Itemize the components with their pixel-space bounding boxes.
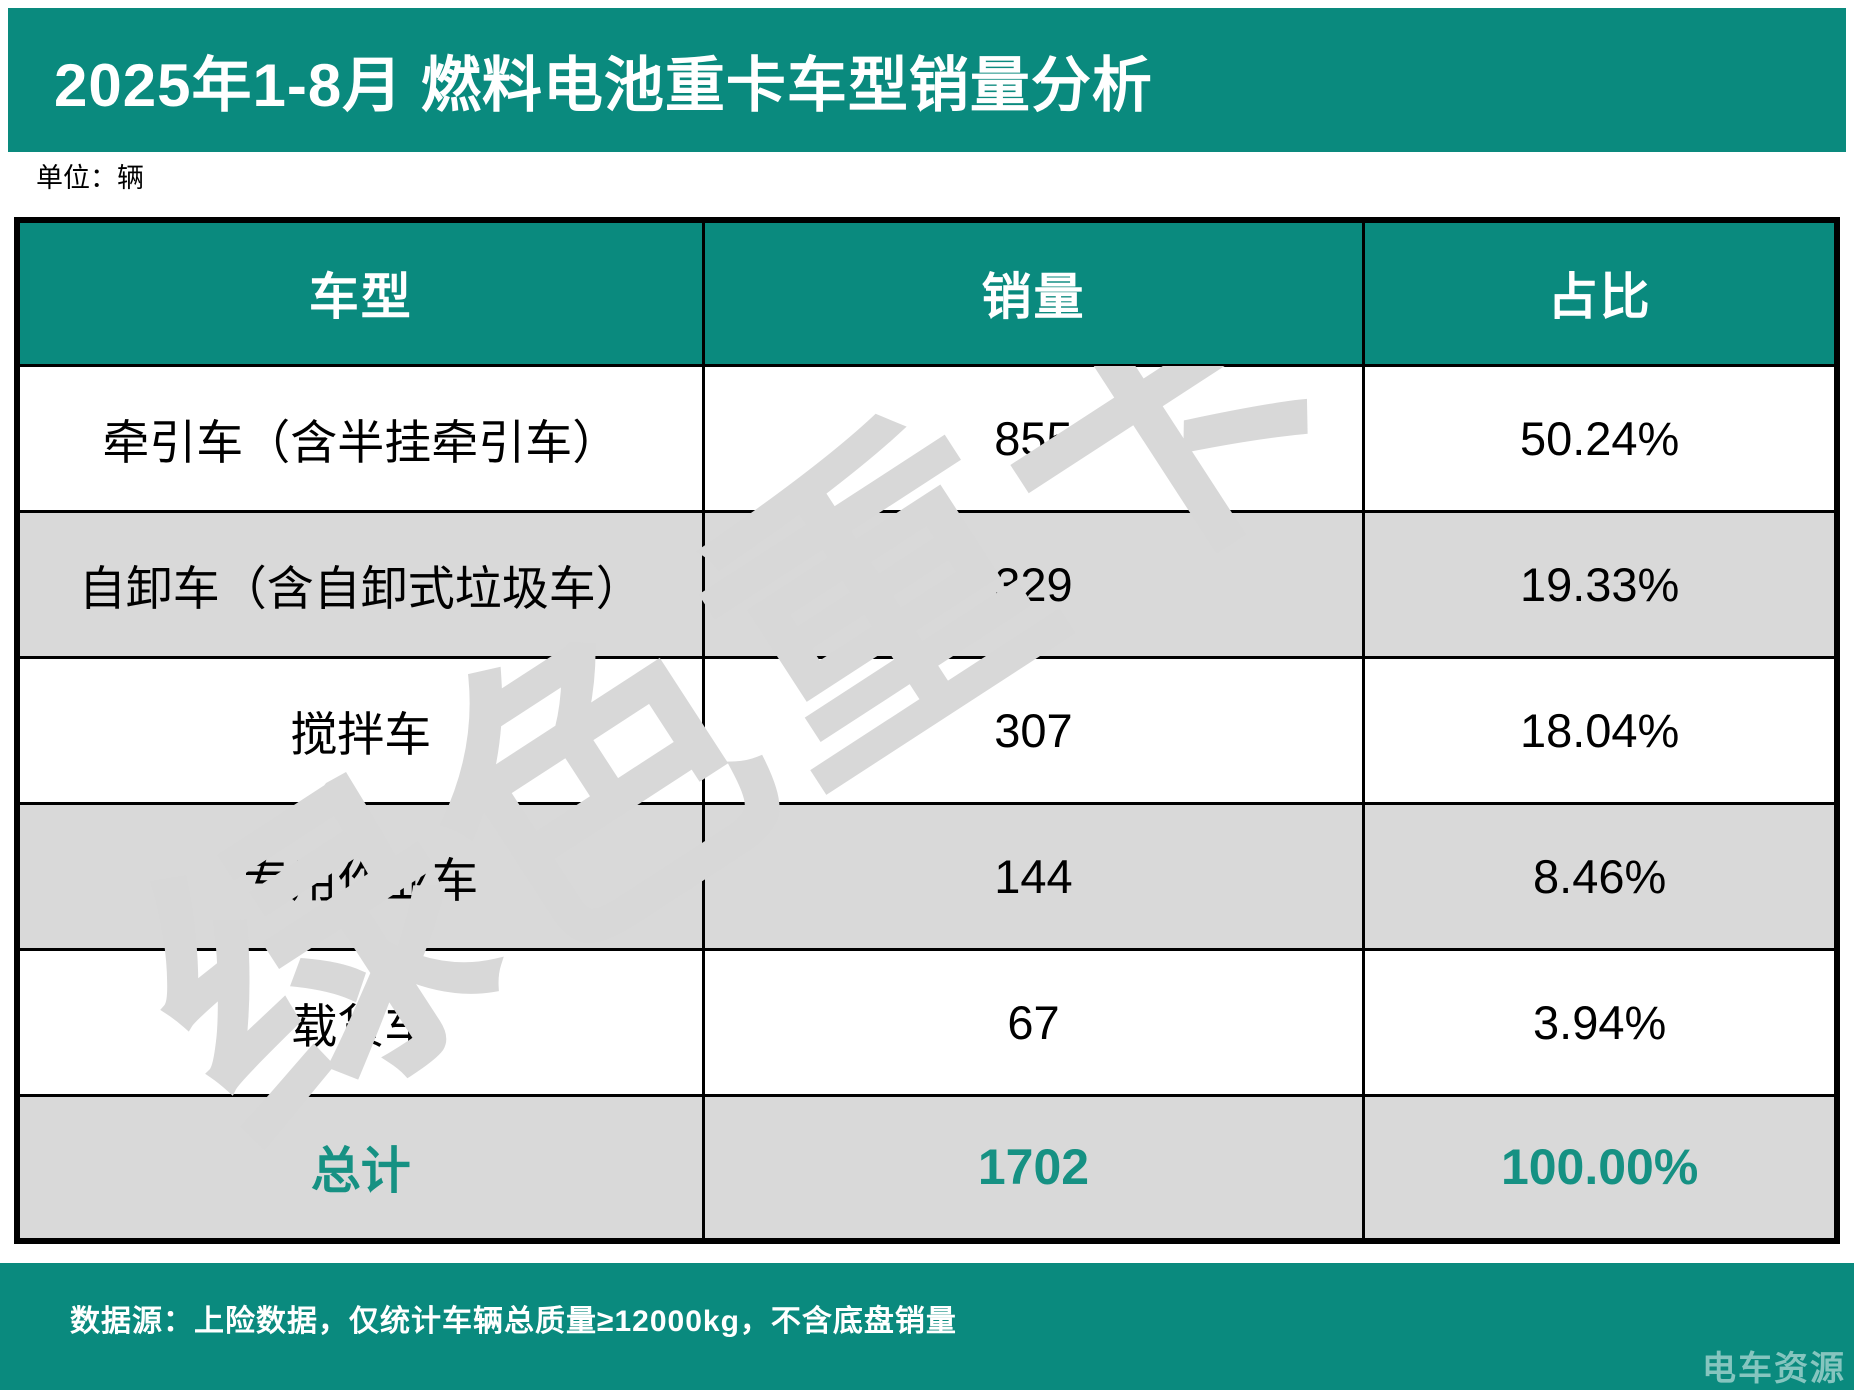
model-cell: 搅拌车	[15, 655, 705, 805]
model-cell: 载货车	[15, 947, 705, 1097]
table-row: 载货车 67 3.94%	[15, 947, 1839, 1097]
share-cell: 8.46%	[1362, 801, 1839, 951]
model-cell: 自卸车（含自卸式垃圾车）	[15, 509, 705, 659]
share-cell: 19.33%	[1362, 509, 1839, 659]
total-sales-cell: 1702	[701, 1093, 1366, 1243]
table-row: 专用作业车 144 8.46%	[15, 801, 1839, 951]
table-row: 自卸车（含自卸式垃圾车） 329 19.33%	[15, 509, 1839, 659]
sales-cell: 329	[701, 509, 1366, 659]
sales-cell: 855	[701, 363, 1366, 513]
sales-cell: 67	[701, 947, 1366, 1097]
table-row: 搅拌车 307 18.04%	[15, 655, 1839, 805]
header-row: 车型 销量 占比	[15, 218, 1839, 367]
page-title: 2025年1-8月 燃料电池重卡车型销量分析	[54, 51, 1153, 119]
footer-bar: 数据源：上险数据，仅统计车辆总质量≥12000kg，不含底盘销量 电车资源	[0, 1263, 1854, 1390]
unit-label: 单位：辆	[36, 163, 144, 193]
col-header-sales: 销量	[701, 218, 1366, 367]
total-share-cell: 100.00%	[1362, 1093, 1839, 1243]
total-label-cell: 总计	[15, 1093, 705, 1243]
sales-cell: 144	[701, 801, 1366, 951]
title-banner: 2025年1-8月 燃料电池重卡车型销量分析	[8, 8, 1846, 152]
model-cell: 牵引车（含半挂牵引车）	[15, 363, 705, 513]
sales-cell: 307	[701, 655, 1366, 805]
col-header-model: 车型	[15, 218, 705, 367]
model-cell: 专用作业车	[15, 801, 705, 951]
brand-logo: 电车资源	[1702, 1350, 1846, 1388]
share-cell: 3.94%	[1362, 947, 1839, 1097]
col-header-share: 占比	[1362, 218, 1839, 367]
data-source-note: 数据源：上险数据，仅统计车辆总质量≥12000kg，不含底盘销量	[70, 1305, 957, 1338]
sales-table: 车型 销量 占比 牵引车（含半挂牵引车） 855 50.24% 自卸车（含自卸式…	[14, 217, 1840, 1244]
sales-table-wrap: 车型 销量 占比 牵引车（含半挂牵引车） 855 50.24% 自卸车（含自卸式…	[14, 217, 1840, 1244]
share-cell: 50.24%	[1362, 363, 1839, 513]
share-cell: 18.04%	[1362, 655, 1839, 805]
table-row: 牵引车（含半挂牵引车） 855 50.24%	[15, 363, 1839, 513]
total-row: 总计 1702 100.00%	[15, 1093, 1839, 1243]
